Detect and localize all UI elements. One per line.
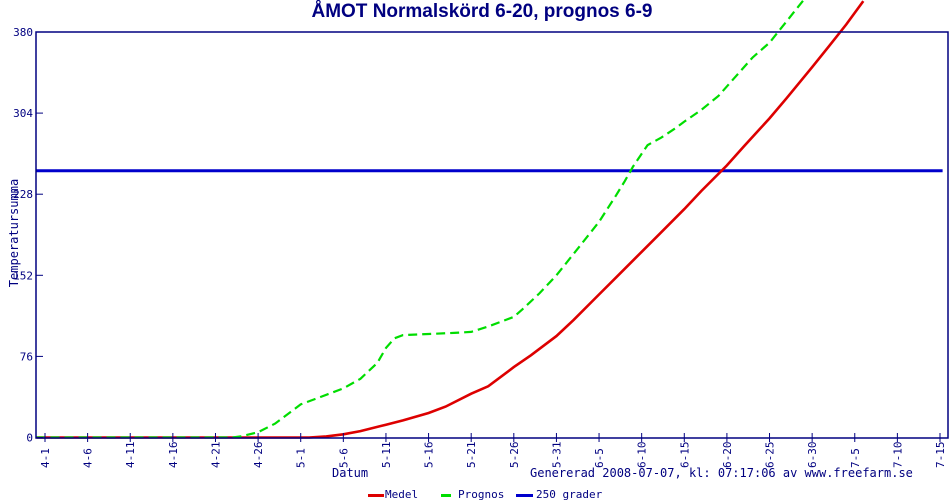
x-tick-label: 5-21 xyxy=(465,442,478,469)
x-tick-label: 7-10 xyxy=(891,442,904,469)
x-tick-label: 5-26 xyxy=(508,442,521,469)
axis-frame xyxy=(35,31,949,439)
x-tick-label: 6-30 xyxy=(806,442,819,469)
x-tick-label: 4-16 xyxy=(167,442,180,469)
generated-footer: Genererad 2008-07-07, kl: 07:17:06 av ww… xyxy=(530,466,913,480)
y-tick-label: 380 xyxy=(13,26,33,39)
medel-line-swatch xyxy=(368,494,384,497)
series-line-medel xyxy=(36,0,865,439)
x-tick-label: 6-20 xyxy=(721,442,734,469)
x-tick-label: 6-25 xyxy=(764,442,777,469)
y-tick-label: 152 xyxy=(13,269,33,282)
x-tick-label: 5-31 xyxy=(550,442,563,469)
legend-label-medel: Medel xyxy=(385,488,419,500)
x-axis-title: Datum xyxy=(332,466,369,480)
prognos-line-swatch xyxy=(441,494,451,497)
x-tick-label: 5-6 xyxy=(337,448,350,468)
y-axis-ticks: 0 76 152 228 304 380 xyxy=(13,26,43,445)
x-tick-label: 5-1 xyxy=(295,448,308,468)
x-tick-label: 5-11 xyxy=(380,442,393,469)
series-line-prognos xyxy=(36,0,805,439)
x-tick-label: 4-21 xyxy=(209,442,222,469)
chart-title: ÅMOT Normalskörd 6-20, prognos 6-9 xyxy=(311,1,653,22)
legend-label-prognos: Prognos xyxy=(458,488,505,500)
x-tick-label: 4-1 xyxy=(39,448,52,468)
x-tick-label: 6-15 xyxy=(678,442,691,469)
legend-label-250-grader: 250 grader xyxy=(536,488,603,500)
y-tick-label: 304 xyxy=(13,107,33,120)
x-tick-label: 6-10 xyxy=(636,442,649,469)
x-tick-label: 4-26 xyxy=(252,442,265,469)
x-axis-ticks: 4-1 4-6 4-11 4-16 4-21 4-26 5-1 5-6 5-11 5-16 5-21… xyxy=(39,433,947,468)
data-series xyxy=(36,0,943,439)
x-tick-label: 4-11 xyxy=(124,442,137,469)
x-tick-label: 7-15 xyxy=(934,442,947,469)
y-tick-label: 228 xyxy=(13,188,33,201)
y-tick-label: 0 xyxy=(26,432,33,445)
x-tick-label: 7-5 xyxy=(849,448,862,468)
y-tick-label: 76 xyxy=(20,350,33,363)
x-tick-label: 5-16 xyxy=(423,442,436,469)
x-tick-label: 4-6 xyxy=(82,448,95,468)
250-grader-line-swatch xyxy=(516,494,533,497)
x-tick-label: 6-5 xyxy=(593,448,606,468)
